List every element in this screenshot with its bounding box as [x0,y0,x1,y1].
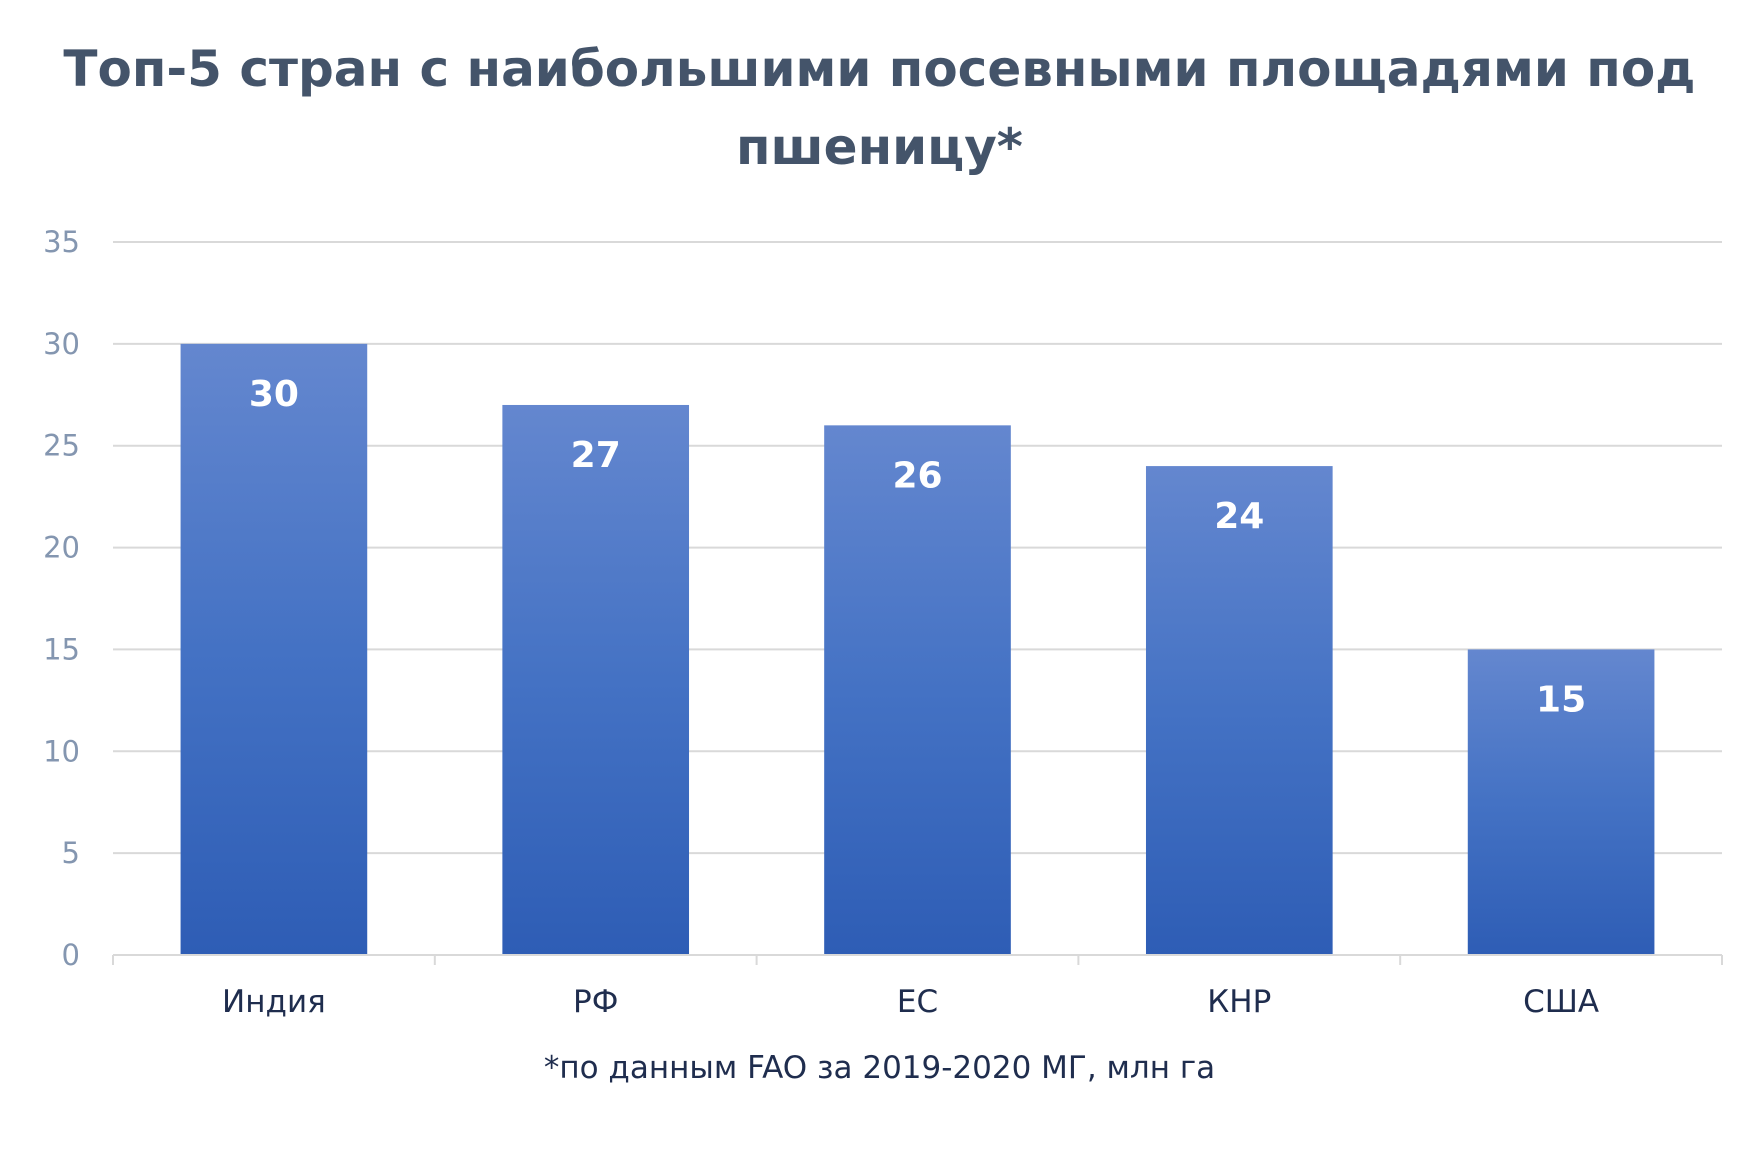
y-tick-label: 15 [43,632,80,666]
x-tick-label: РФ [573,984,618,1020]
data-label: 24 [1214,496,1264,537]
y-tick-label: 0 [62,938,80,972]
y-tick-label: 20 [43,531,80,565]
x-tick-label: ЕС [897,984,938,1020]
x-tick-label: КНР [1207,984,1271,1020]
y-tick-label: 30 [43,327,80,361]
data-label: 26 [892,455,942,496]
chart-title: Топ-5 стран с наибольшими посевными площ… [63,40,1696,176]
x-tick-label: Индия [222,984,326,1020]
x-tick-label: США [1523,984,1599,1020]
y-axis: 0 5 10 15 20 25 30 35 [43,225,80,972]
bar [1145,466,1333,955]
y-tick-label: 10 [43,734,80,768]
data-label: 27 [571,435,621,476]
bar [502,404,690,955]
y-tick-label: 25 [43,429,80,463]
data-label: 30 [249,374,299,415]
x-axis: Индия РФ ЕС КНР США [112,954,1723,1020]
bar [824,425,1011,955]
chart-footnote: *по данным FAO за 2019-2020 МГ, млн га [543,1050,1216,1086]
data-label: 15 [1536,679,1586,720]
bars: 30 27 26 24 15 [180,343,1655,955]
bar [1467,649,1655,955]
bar [180,343,368,955]
y-tick-label: 5 [62,836,80,870]
y-tick-label: 35 [43,225,80,259]
